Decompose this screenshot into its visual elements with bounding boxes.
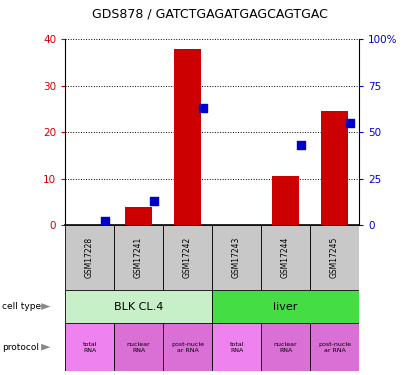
Bar bbox=[174, 49, 201, 225]
Text: protocol: protocol bbox=[2, 343, 39, 352]
Text: total
RNA: total RNA bbox=[82, 342, 97, 352]
Bar bbox=[261, 323, 310, 371]
Bar bbox=[114, 323, 163, 371]
Bar bbox=[261, 225, 310, 290]
Text: nuclear
RNA: nuclear RNA bbox=[127, 342, 150, 352]
Bar bbox=[65, 290, 212, 323]
Text: total
RNA: total RNA bbox=[229, 342, 244, 352]
Point bbox=[199, 105, 206, 111]
Text: GSM17245: GSM17245 bbox=[330, 237, 339, 278]
Text: post-nucle
ar RNA: post-nucle ar RNA bbox=[318, 342, 351, 352]
Bar bbox=[114, 225, 163, 290]
Bar bbox=[163, 323, 212, 371]
Bar bbox=[272, 177, 299, 225]
Text: liver: liver bbox=[273, 302, 298, 312]
Bar bbox=[65, 323, 114, 371]
Text: nuclear
RNA: nuclear RNA bbox=[274, 342, 297, 352]
Bar bbox=[212, 225, 261, 290]
Bar bbox=[310, 225, 359, 290]
Point bbox=[297, 142, 304, 148]
Bar bbox=[321, 111, 348, 225]
Bar bbox=[125, 207, 152, 225]
Point bbox=[150, 198, 157, 204]
Bar bbox=[212, 323, 261, 371]
Bar bbox=[212, 290, 359, 323]
Text: cell type: cell type bbox=[2, 302, 41, 311]
Bar bbox=[65, 225, 114, 290]
Text: post-nucle
ar RNA: post-nucle ar RNA bbox=[171, 342, 204, 352]
Text: GDS878 / GATCTGAGATGAGCAGTGAC: GDS878 / GATCTGAGATGAGCAGTGAC bbox=[92, 8, 328, 20]
Text: GSM17243: GSM17243 bbox=[232, 237, 241, 278]
Text: GSM17228: GSM17228 bbox=[85, 237, 94, 278]
Text: GSM17242: GSM17242 bbox=[183, 237, 192, 278]
Text: GSM17244: GSM17244 bbox=[281, 237, 290, 278]
Bar bbox=[163, 225, 212, 290]
Text: GSM17241: GSM17241 bbox=[134, 237, 143, 278]
Point bbox=[346, 120, 353, 126]
Bar bbox=[310, 323, 359, 371]
Text: BLK CL.4: BLK CL.4 bbox=[114, 302, 163, 312]
Point bbox=[101, 217, 108, 223]
